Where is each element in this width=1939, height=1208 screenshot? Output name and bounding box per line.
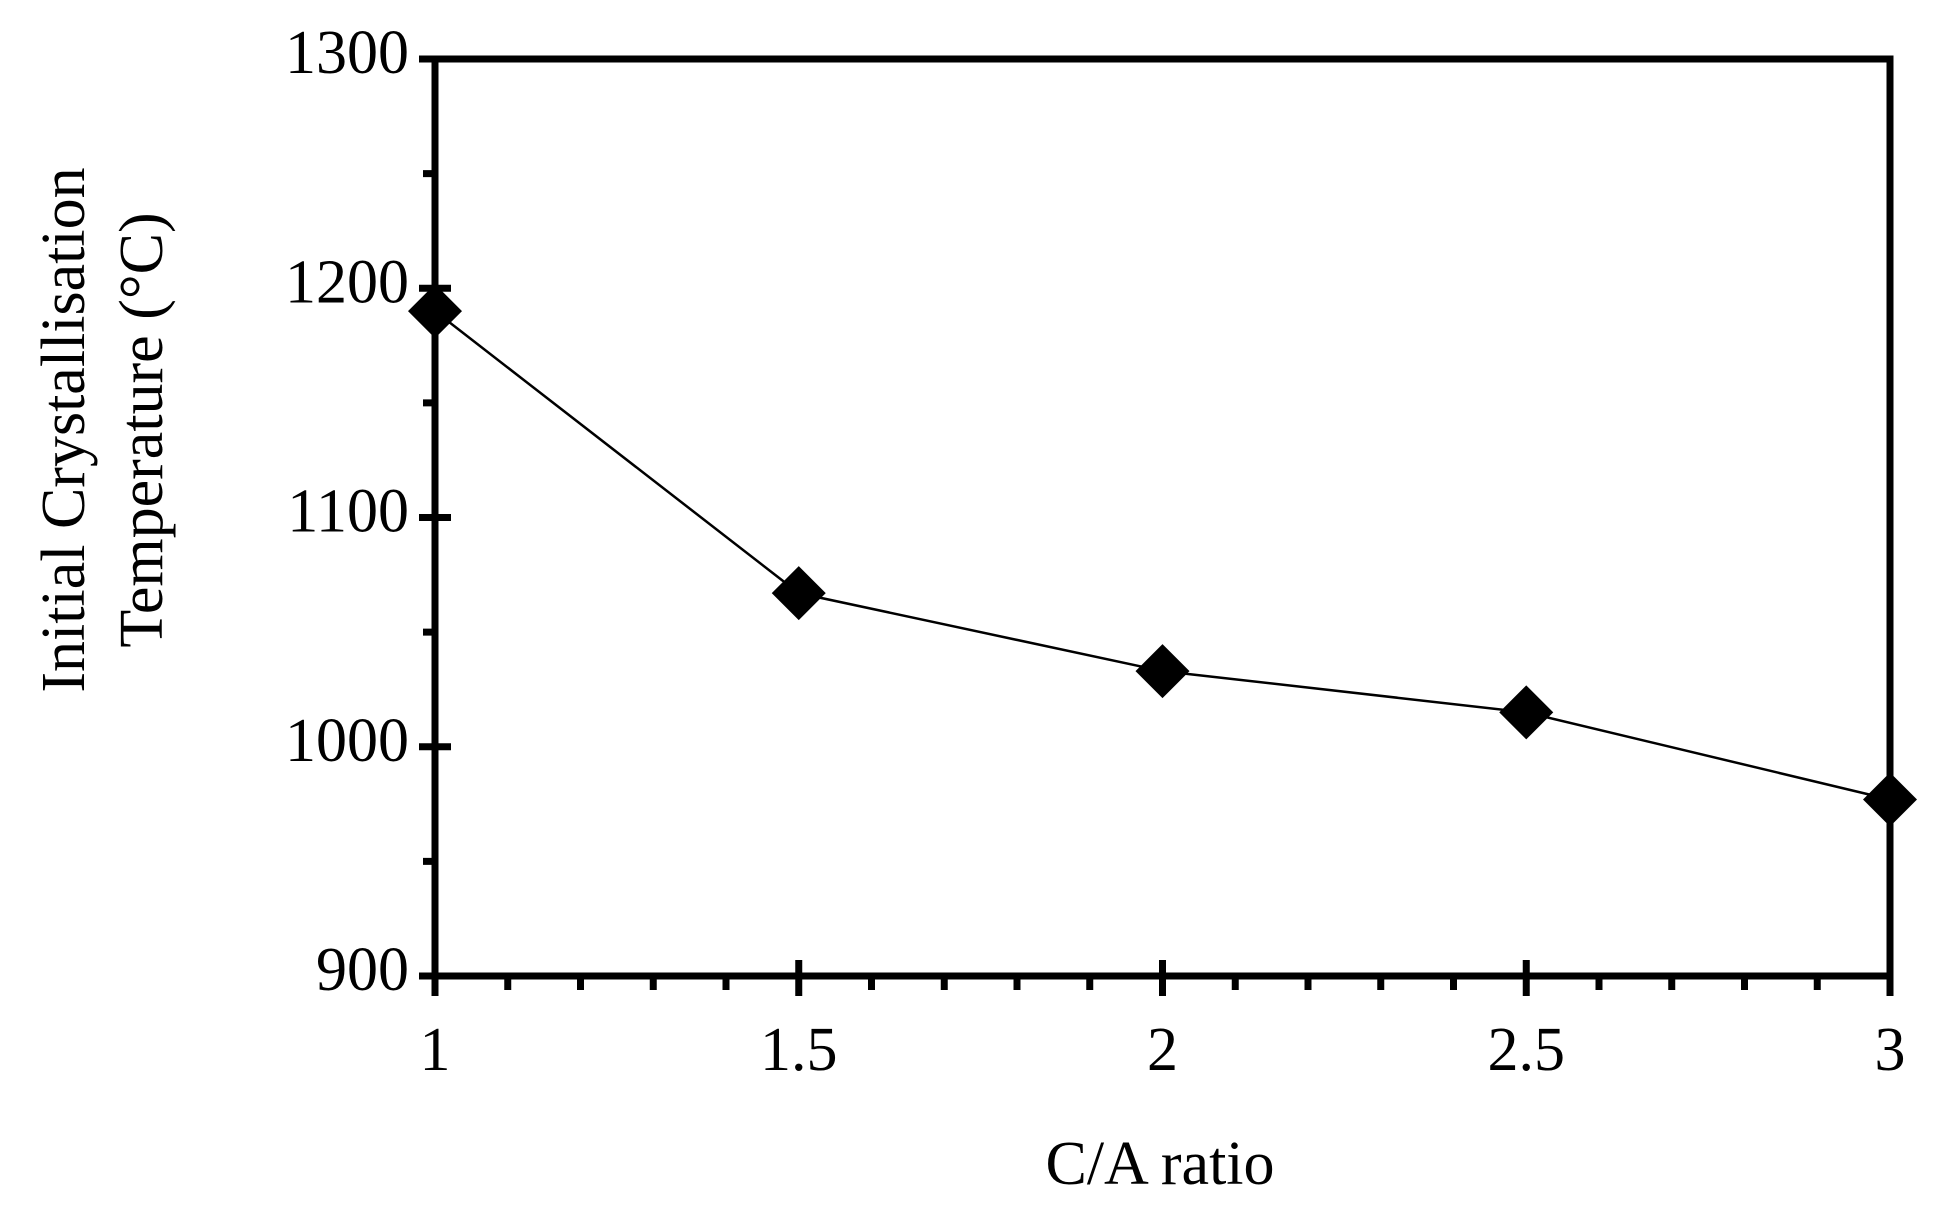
x-tick-label: 1 [420,1016,451,1084]
plot-frame [431,55,1894,980]
data-point [771,566,826,621]
y-tick-label: 1300 [285,19,409,87]
y-tick-label: 900 [316,936,409,1004]
x-tick-label: 2 [1147,1016,1178,1084]
y-tick-label: 1000 [285,707,409,775]
y-axis-label-line: Temperature (°C) [108,212,176,647]
x-axis-label: C/A ratio [1045,1130,1274,1198]
x-tick-label: 3 [1875,1016,1906,1084]
data-point [1135,644,1190,699]
data-point [1499,685,1554,740]
x-tick-label: 1.5 [760,1016,838,1084]
y-tick-label: 1200 [285,248,409,316]
x-tick-label: 2.5 [1488,1016,1566,1084]
y-axis-label-line: Initial Crystallisation [30,167,98,692]
y-axis-label: Initial Crystallisation Temperature (°C) [30,167,176,692]
data-point [408,284,462,339]
y-tick-label: 1100 [287,478,409,546]
data-point [1863,772,1917,827]
series-line [434,310,1891,801]
